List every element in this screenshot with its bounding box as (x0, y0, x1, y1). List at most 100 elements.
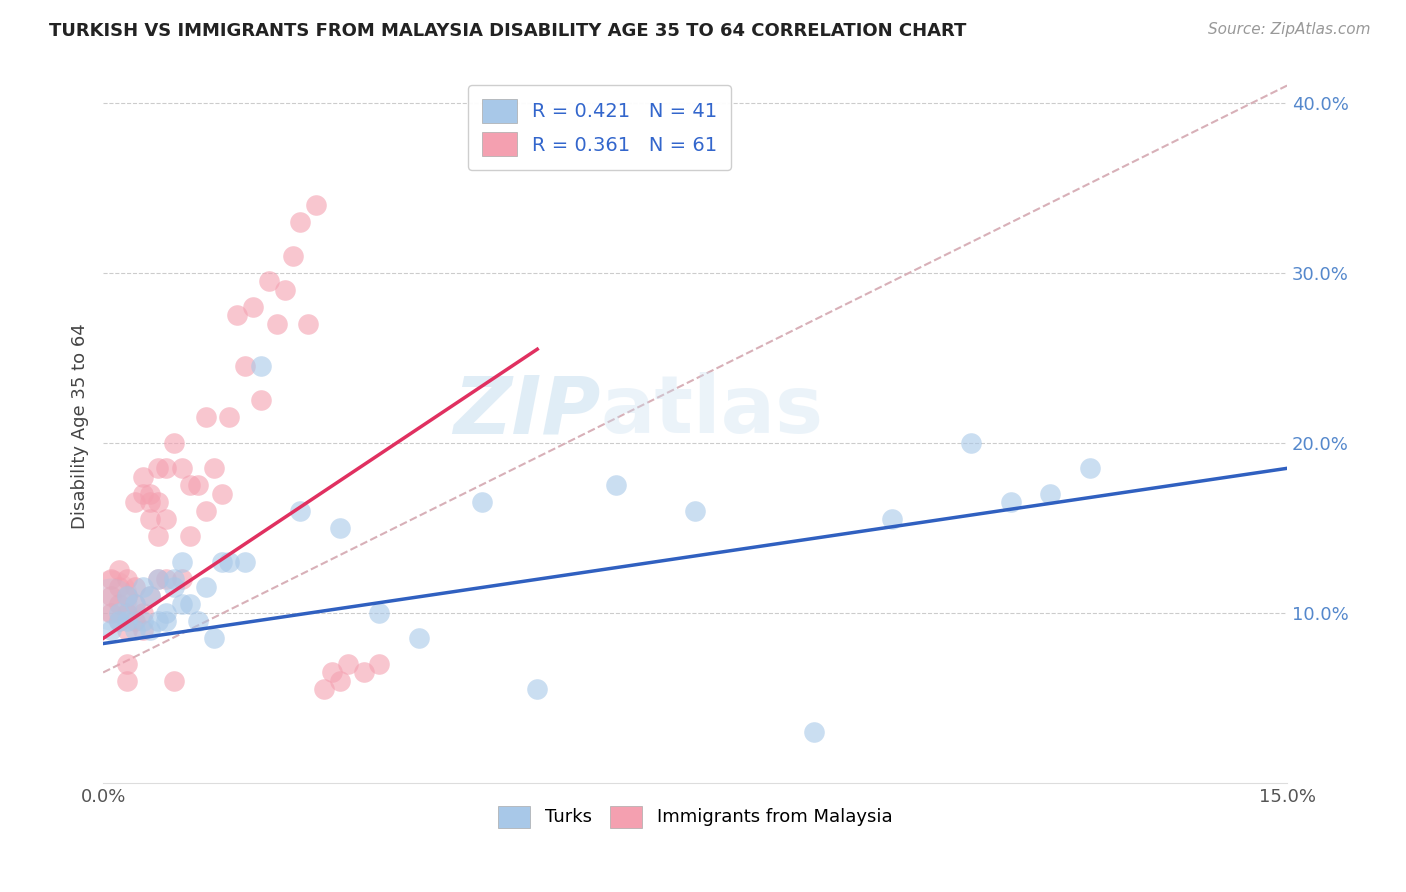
Point (683, 504, 706, 518)
Point (124, 623, 146, 637)
Point (368, 606, 391, 620)
Point (108, 606, 131, 620)
Point (155, 572, 177, 586)
Point (124, 581, 146, 595)
Point (250, 393, 273, 408)
Point (471, 495, 494, 509)
Point (226, 308, 249, 322)
Point (115, 657, 138, 671)
Point (211, 555, 233, 569)
Point (155, 512, 177, 526)
Point (266, 317, 288, 331)
Point (290, 214, 312, 228)
Point (131, 470, 153, 484)
Text: ZIP: ZIP (453, 373, 600, 450)
Point (336, 657, 359, 671)
Point (526, 682, 548, 697)
Point (194, 504, 217, 518)
Point (194, 410, 217, 425)
Point (108, 615, 131, 629)
Point (148, 529, 170, 543)
Point (194, 581, 217, 595)
Point (115, 606, 138, 620)
Point (187, 478, 209, 492)
Point (115, 572, 138, 586)
Legend: Turks, Immigrants from Malaysia: Turks, Immigrants from Malaysia (491, 798, 900, 835)
Point (163, 673, 186, 688)
Point (170, 555, 193, 569)
Point (100, 598, 122, 612)
Point (179, 529, 201, 543)
Point (108, 581, 131, 595)
Point (353, 665, 375, 680)
Point (124, 598, 146, 612)
Point (329, 673, 352, 688)
Point (100, 572, 122, 586)
Point (233, 359, 256, 374)
Point (155, 606, 177, 620)
Point (139, 495, 162, 509)
Point (179, 478, 201, 492)
Point (605, 478, 627, 492)
Point (100, 589, 122, 603)
Point (131, 623, 153, 637)
Point (281, 249, 304, 263)
Point (115, 589, 138, 603)
Point (163, 581, 186, 595)
Y-axis label: Disability Age 35 to 64: Disability Age 35 to 64 (72, 323, 89, 529)
Point (139, 487, 162, 501)
Point (290, 504, 312, 518)
Point (148, 615, 170, 629)
Text: Source: ZipAtlas.com: Source: ZipAtlas.com (1208, 22, 1371, 37)
Point (115, 623, 138, 637)
Point (1000, 495, 1022, 509)
Point (131, 606, 153, 620)
Point (131, 487, 153, 501)
Point (108, 563, 131, 577)
Point (187, 615, 209, 629)
Text: atlas: atlas (600, 373, 824, 450)
Point (108, 598, 131, 612)
Point (131, 615, 153, 629)
Point (273, 283, 295, 297)
Point (408, 632, 430, 646)
Point (329, 521, 352, 535)
Point (163, 435, 186, 450)
Point (202, 632, 225, 646)
Point (882, 512, 904, 526)
Point (115, 589, 138, 603)
Point (155, 461, 177, 475)
Point (250, 359, 273, 374)
Point (148, 461, 170, 475)
Point (218, 410, 240, 425)
Point (305, 197, 328, 211)
Point (100, 623, 122, 637)
Point (368, 657, 391, 671)
Point (1039, 487, 1062, 501)
Point (803, 725, 825, 739)
Point (131, 581, 153, 595)
Point (297, 317, 319, 331)
Point (314, 682, 336, 697)
Point (115, 673, 138, 688)
Point (163, 572, 186, 586)
Point (218, 555, 240, 569)
Point (170, 461, 193, 475)
Point (100, 589, 122, 603)
Point (139, 589, 162, 603)
Point (148, 572, 170, 586)
Point (960, 435, 983, 450)
Point (242, 300, 264, 314)
Point (211, 487, 233, 501)
Point (202, 461, 225, 475)
Point (170, 598, 193, 612)
Point (1078, 461, 1101, 475)
Point (124, 615, 146, 629)
Point (108, 615, 131, 629)
Point (148, 495, 170, 509)
Point (233, 555, 256, 569)
Point (139, 589, 162, 603)
Point (100, 606, 122, 620)
Point (124, 495, 146, 509)
Text: TURKISH VS IMMIGRANTS FROM MALAYSIA DISABILITY AGE 35 TO 64 CORRELATION CHART: TURKISH VS IMMIGRANTS FROM MALAYSIA DISA… (49, 22, 966, 40)
